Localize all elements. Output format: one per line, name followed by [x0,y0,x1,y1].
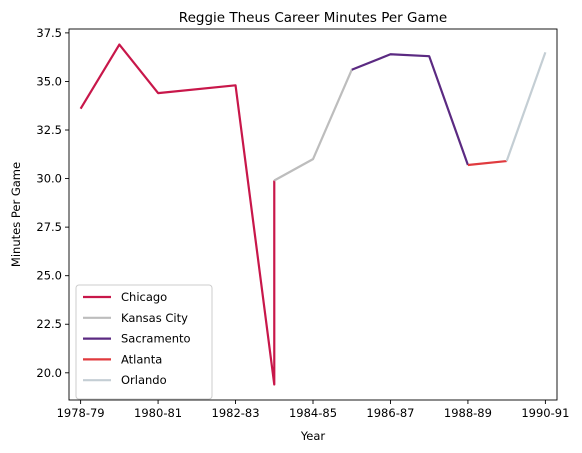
y-tick-label: 37.5 [36,26,62,40]
x-tick-label: 1984-85 [289,406,337,420]
legend-label: Kansas City [121,311,188,325]
y-tick-label: 35.0 [36,74,62,88]
plot-area [68,28,558,401]
series-line-atlanta [467,159,507,167]
plot-frame [68,28,558,401]
legend: Chicago Kansas City Sacramento Atlanta Orlan… [75,284,213,400]
series-line-kansas-city [273,69,353,182]
x-tick-label: 1982-83 [212,406,260,420]
y-tick-label: 30.0 [36,172,62,186]
y-tick-label: 32.5 [36,123,62,137]
x-tick-label: 1978-79 [57,406,105,420]
y-tick-label: 22.5 [36,317,62,331]
series-line-sacramento [351,53,469,166]
chart-title: Reggie Theus Career Minutes Per Game [179,10,447,26]
y-tick-label: 25.0 [36,269,62,283]
y-axis: 20.0 22.5 25.0 27.5 30.0 32.5 35.0 37.5 [36,26,69,380]
legend-label: Chicago [121,290,167,304]
x-tick-label: 1988-89 [444,406,492,420]
y-tick-label: 20.0 [36,366,62,380]
series-line-chicago [79,43,276,386]
legend-label: Sacramento [121,332,191,346]
legend-label: Orlando [121,373,167,387]
series-layer [79,43,547,386]
x-axis: 1978-79 1980-81 1982-83 1984-85 1986-87 1988-… [57,400,569,420]
legend-box [75,284,213,400]
x-axis-label: Year [300,429,326,443]
x-tick-label: 1980-81 [134,406,182,420]
x-tick-label: 1990-91 [521,406,569,420]
series-line-orlando [505,51,547,162]
y-axis-label: Minutes Per Game [9,162,23,267]
y-tick-label: 27.5 [36,220,62,234]
legend-label: Atlanta [121,352,162,366]
x-tick-label: 1986-87 [366,406,414,420]
